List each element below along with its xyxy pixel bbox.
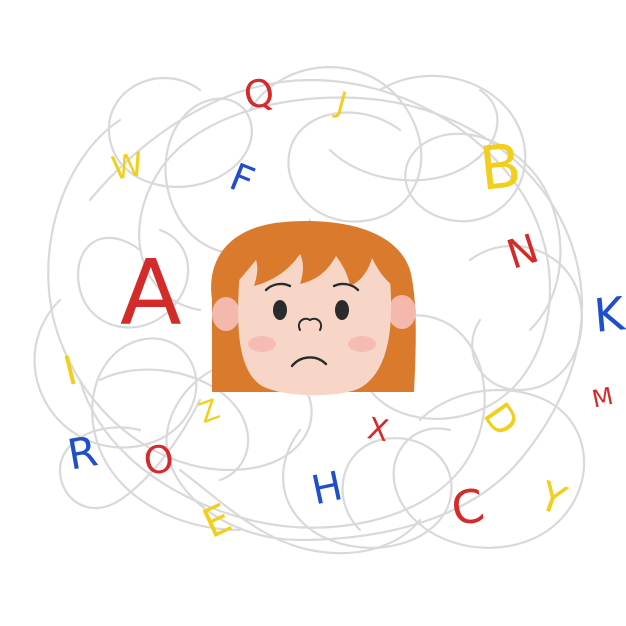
- letter-i: I: [59, 348, 82, 395]
- letter-a: A: [120, 241, 182, 346]
- right-ear: [388, 295, 416, 329]
- left-eyebrow: [264, 282, 292, 292]
- letter-o: O: [141, 436, 177, 484]
- tangled-thread-icon: [33, 66, 586, 555]
- scribble-loop: [58, 398, 202, 510]
- letter-h: H: [308, 463, 347, 514]
- mouth: [290, 356, 328, 368]
- scribble-loop: [468, 244, 583, 392]
- letter-f: F: [224, 155, 261, 204]
- scribble-loop: [248, 66, 423, 223]
- left-blush: [248, 336, 276, 352]
- right-blush: [348, 336, 376, 352]
- left-eye: [273, 300, 287, 320]
- scribble-loop: [282, 428, 453, 549]
- letter-y: Y: [532, 473, 572, 525]
- right-eyebrow: [332, 282, 360, 292]
- scribble-loop: [77, 228, 190, 329]
- letter-d: D: [475, 395, 528, 444]
- letter-w: W: [109, 145, 147, 188]
- letter-n: N: [502, 226, 545, 279]
- scribble-loop: [107, 77, 312, 255]
- letter-z: Z: [195, 392, 224, 430]
- scribble-loop: [178, 468, 422, 555]
- letter-k: K: [592, 286, 626, 343]
- left-ear: [212, 297, 240, 331]
- bangs: [229, 228, 400, 290]
- scribble-loop: [98, 368, 250, 482]
- right-eye: [335, 300, 349, 320]
- letter-x: X: [365, 411, 391, 449]
- scribble-loop: [328, 88, 499, 182]
- scribble-loop: [392, 388, 586, 549]
- letter-c: C: [447, 478, 488, 537]
- letter-b: B: [476, 131, 524, 205]
- nose: [298, 317, 322, 331]
- letter-j: J: [331, 85, 351, 122]
- worried-girl-face-icon: [211, 221, 416, 396]
- scribble-loop: [378, 74, 562, 332]
- letter-e: E: [196, 495, 238, 547]
- scribble-loop: [47, 96, 583, 542]
- scribble-loop: [33, 298, 242, 532]
- letter-m: M: [590, 382, 616, 414]
